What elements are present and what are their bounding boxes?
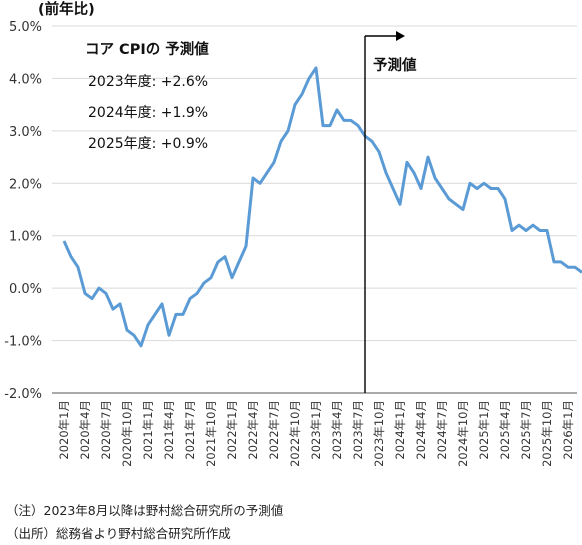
annotation-item-2024: 2024年度: +1.9% <box>88 105 208 121</box>
y-tick-label: 5.0% <box>9 20 42 35</box>
x-tick-label: 2023年1月 <box>309 400 323 460</box>
y-tick-label: 2.0% <box>9 177 42 192</box>
forecast-label: 予測値 <box>373 56 417 74</box>
y-axis-label: (前年比) <box>38 0 95 18</box>
x-tick-label: 2025年1月 <box>477 400 491 460</box>
x-tick-label: 2025年4月 <box>498 400 512 460</box>
x-tick-label: 2020年7月 <box>99 400 113 460</box>
x-tick-label: 2020年10月 <box>120 400 134 467</box>
x-tick-label: 2023年7月 <box>351 400 365 460</box>
x-tick-label: 2020年1月 <box>57 400 71 460</box>
x-tick-label: 2024年4月 <box>414 400 428 460</box>
x-axis-ticks: 2020年1月 2020年4月 2020年7月 2020年10月 2021年1月 2021… <box>57 400 575 467</box>
x-tick-label: 2022年1月 <box>225 400 239 460</box>
x-tick-label: 2021年1月 <box>141 400 155 460</box>
x-tick-label: 2023年4月 <box>330 400 344 460</box>
y-tick-label: 1.0% <box>9 230 42 245</box>
annotation-item-2023: 2023年度: +2.6% <box>88 74 208 90</box>
annotation-title: コア CPIの 予測値 <box>85 40 209 58</box>
y-tick-label: 3.0% <box>9 125 42 140</box>
footnote-source: （出所）総務省より野村総合研究所作成 <box>6 526 231 541</box>
footnote-note: （注）2023年8月以降は野村総合研究所の予測値 <box>6 503 284 518</box>
y-tick-label: -2.0% <box>4 387 42 402</box>
x-tick-label: 2024年10月 <box>456 400 470 467</box>
x-tick-label: 2024年1月 <box>393 400 407 460</box>
y-tick-label: 4.0% <box>9 72 42 87</box>
x-tick-label: 2021年4月 <box>162 400 176 460</box>
x-tick-label: 2024年7月 <box>435 400 449 460</box>
y-axis-ticks: 5.0% 4.0% 3.0% 2.0% 1.0% 0.0% -1.0% -2.0% <box>4 20 42 402</box>
x-tick-label: 2022年10月 <box>288 400 302 467</box>
x-tick-label: 2025年10月 <box>540 400 554 467</box>
core-cpi-series-line <box>62 66 582 348</box>
x-tick-label: 2021年10月 <box>204 400 218 467</box>
x-tick-label: 2022年7月 <box>267 400 281 460</box>
x-tick-label: 2025年7月 <box>519 400 533 460</box>
forecast-arrow-head <box>396 31 405 41</box>
x-tick-label: 2022年4月 <box>246 400 260 460</box>
x-tick-label: 2023年10月 <box>372 400 386 467</box>
y-tick-label: 0.0% <box>9 282 42 297</box>
annotation-item-2025: 2025年度: +0.9% <box>88 136 208 152</box>
gridlines <box>52 25 577 342</box>
x-tick-label: 2021年7月 <box>183 400 197 460</box>
x-tick-label: 2020年4月 <box>78 400 92 460</box>
y-tick-label: -1.0% <box>4 335 42 350</box>
x-tick-label: 2026年1月 <box>561 400 575 460</box>
